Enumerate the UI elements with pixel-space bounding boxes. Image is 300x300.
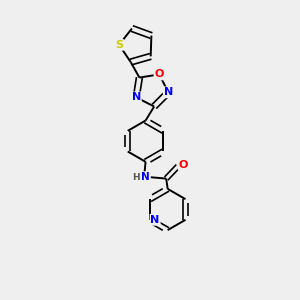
Text: O: O — [154, 69, 164, 80]
Text: N: N — [132, 92, 141, 102]
Text: O: O — [178, 160, 188, 170]
Text: N: N — [164, 87, 173, 97]
Text: H: H — [132, 172, 140, 182]
Text: N: N — [151, 215, 160, 225]
Text: S: S — [115, 40, 123, 50]
Text: N: N — [141, 172, 150, 182]
